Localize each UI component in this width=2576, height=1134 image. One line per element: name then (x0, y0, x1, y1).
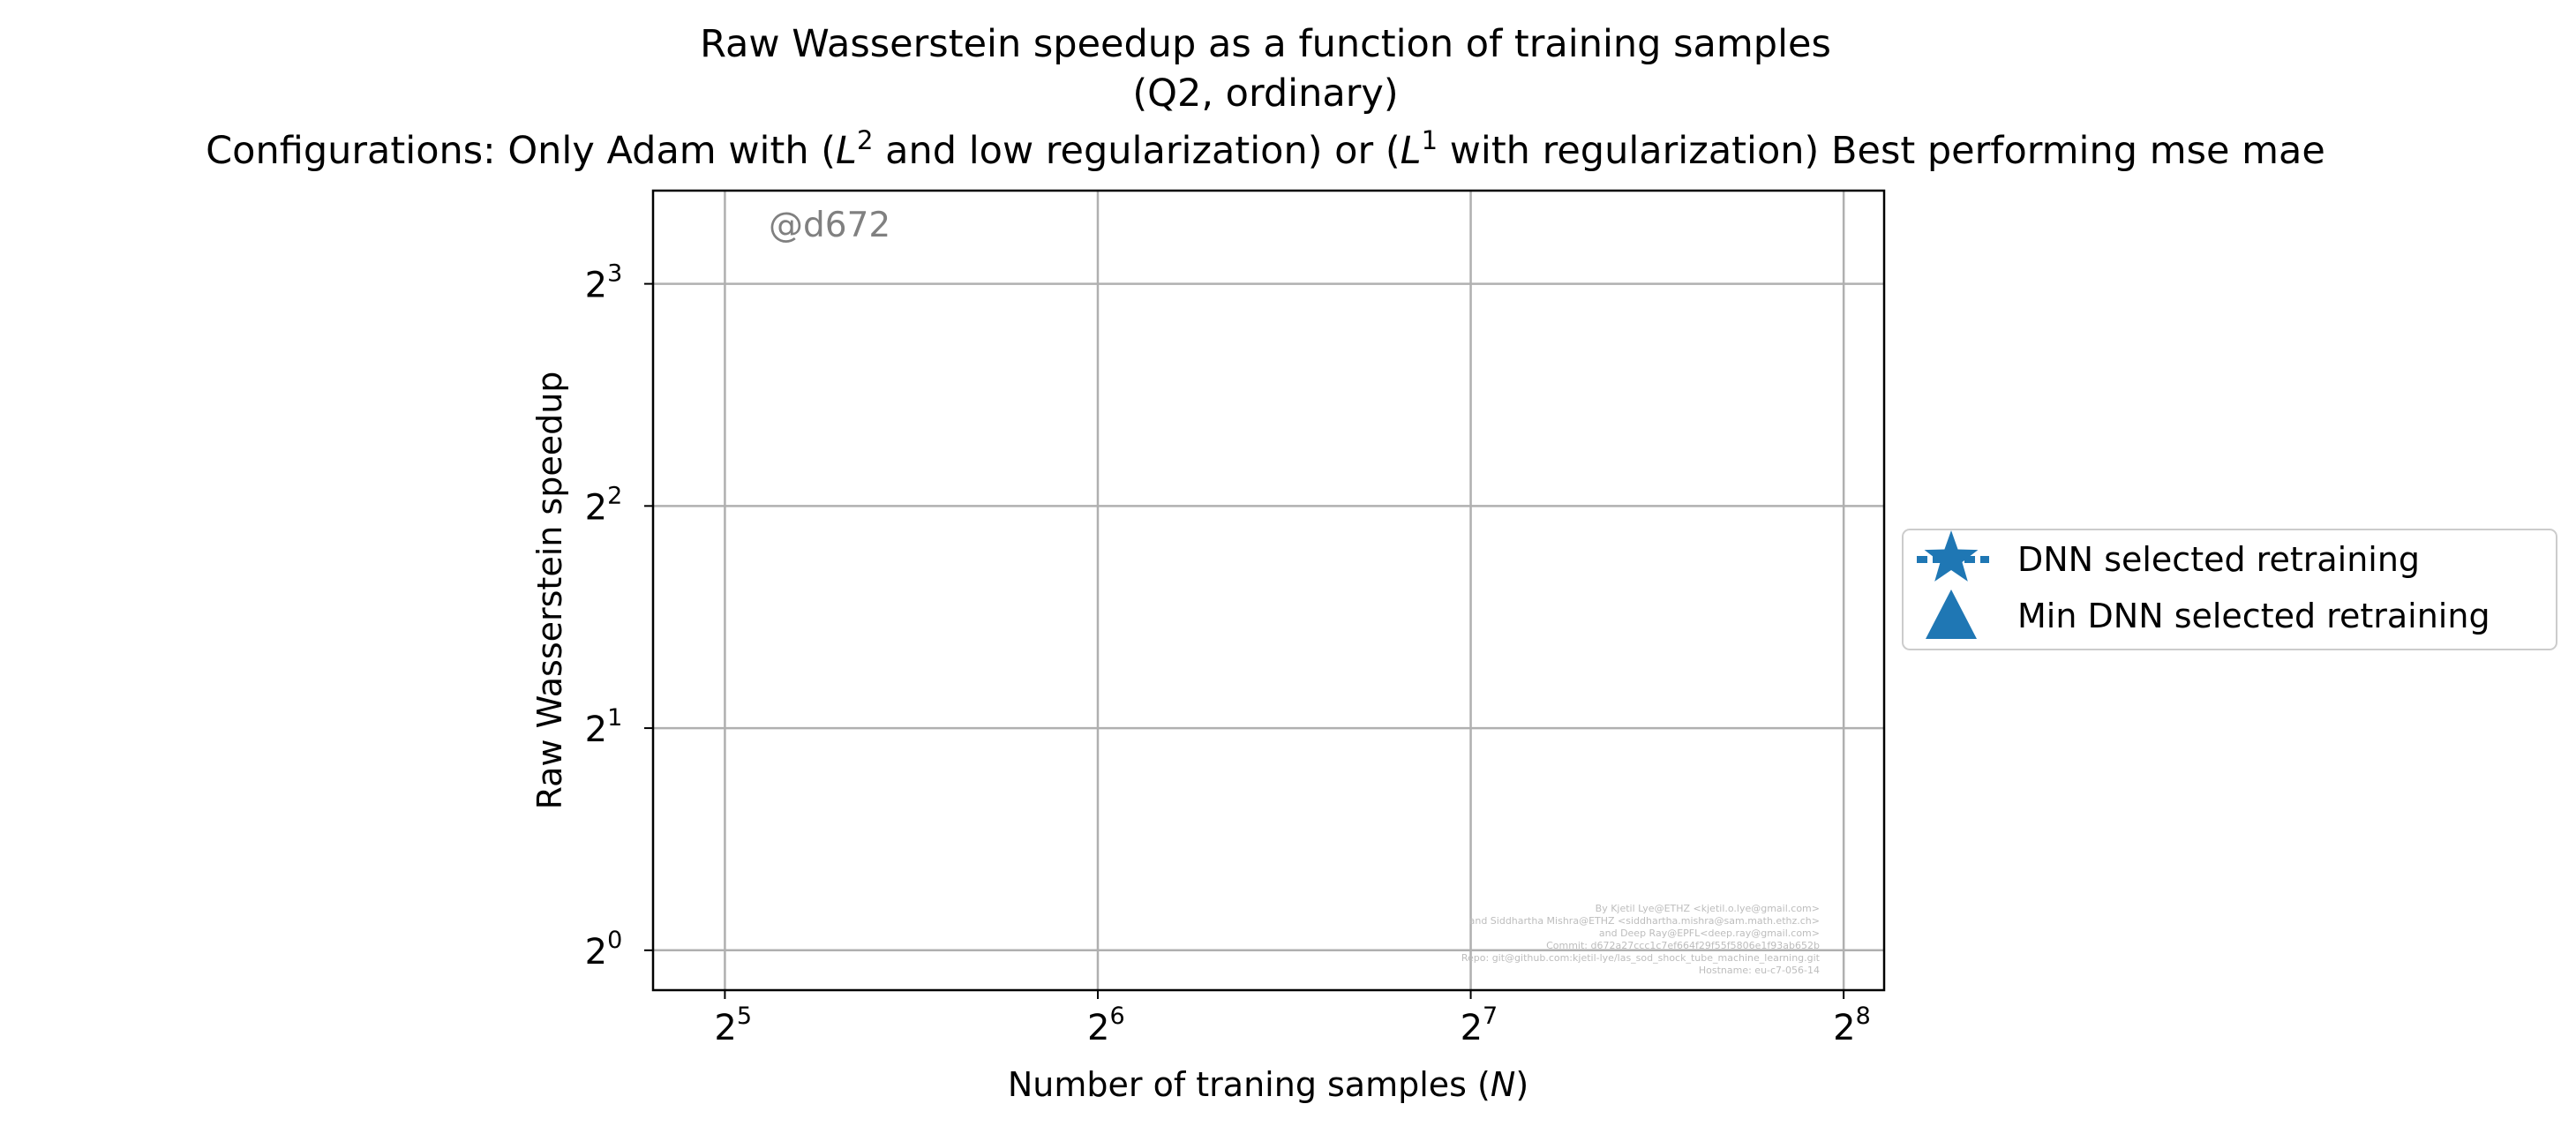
x-axis-label: Number of traning samples (N) (1008, 1065, 1528, 1104)
grid (653, 191, 1884, 990)
title-exp-1: 1 (1422, 125, 1438, 155)
credit-line: Hostname: eu-c7-056-14 (1699, 965, 1820, 976)
x-tick-label: 27 (1461, 1003, 1498, 1048)
legend-label-min-dnn-selected: Min DNN selected retraining (2017, 597, 2490, 635)
title-text-part-3: with regularization) Best performing mse… (1438, 129, 2325, 173)
watermark-label: @d672 (769, 206, 890, 245)
legend-entry-dnn-selected: DNN selected retraining (1917, 530, 2420, 582)
title-math-l2: L (836, 129, 857, 173)
legend: DNN selected retraining Min DNN selected… (1902, 529, 2557, 650)
x-axis-label-close: ) (1515, 1065, 1528, 1104)
chart-title: Raw Wasserstein speedup as a function of… (206, 22, 2325, 173)
x-axis-label-math: N (1491, 1065, 1515, 1104)
title-text-part-1: Configurations: Only Adam with ( (206, 129, 836, 173)
legend-box (1902, 529, 2557, 650)
title-line-1: Raw Wasserstein speedup as a function of… (700, 22, 1831, 66)
x-tick-label: 26 (1087, 1003, 1125, 1048)
legend-entry-min-dnn-selected: Min DNN selected retraining (1926, 590, 2490, 639)
triangle-marker-icon (1926, 590, 1977, 639)
title-line-3: Configurations: Only Adam with (L2 and l… (206, 125, 2325, 173)
x-tick-label: 25 (714, 1003, 752, 1048)
title-math-l1: L (1401, 129, 1422, 173)
axis-ticks: 25 26 27 28 20 21 22 23 (585, 260, 1871, 1048)
title-exp-2: 2 (857, 125, 873, 155)
legend-label-dnn-selected: DNN selected retraining (2017, 540, 2420, 579)
y-tick-label: 23 (585, 260, 623, 306)
star-marker-icon (1924, 530, 1979, 582)
y-tick-label: 20 (585, 927, 623, 973)
credit-block: By Kjetil Lye@ETHZ <kjetil.o.lye@gmail.c… (1461, 903, 1821, 976)
credit-line: and Siddhartha Mishra@ETHZ <siddhartha.m… (1469, 915, 1820, 927)
credit-line: and Deep Ray@EPFL<deep.ray@gmail.com> (1599, 927, 1820, 939)
credit-line: By Kjetil Lye@ETHZ <kjetil.o.lye@gmail.c… (1596, 903, 1820, 914)
x-axis-label-text: Number of traning samples ( (1008, 1065, 1491, 1104)
y-tick-label: 22 (585, 482, 623, 528)
title-text-part-2: and low regularization) or ( (873, 129, 1400, 173)
credit-line: Commit: d672a27ccc1c7ef664f29f55f5806e1f… (1546, 940, 1820, 951)
x-tick-label: 28 (1833, 1003, 1871, 1048)
y-axis-label: Raw Wasserstein speedup (530, 372, 569, 810)
title-line-2: (Q2, ordinary) (1132, 71, 1398, 116)
y-tick-label: 21 (585, 704, 623, 750)
credit-line: Repo: git@github.com:kjetil-lye/las_sod_… (1461, 952, 1821, 964)
axes-frame (651, 189, 1886, 992)
